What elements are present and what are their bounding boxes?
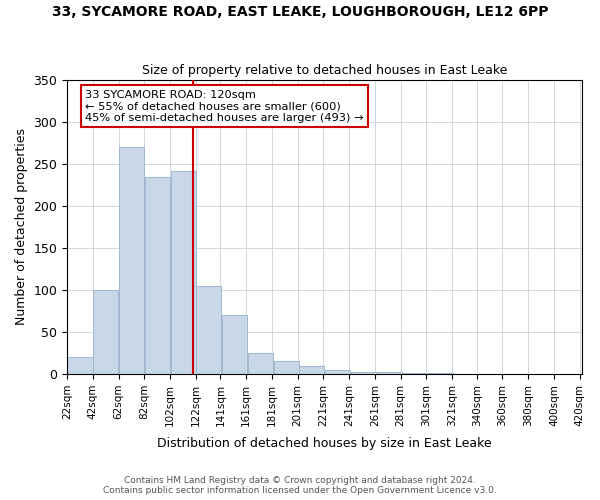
Bar — [119, 147, 144, 374]
Bar — [196, 286, 221, 374]
Bar — [274, 362, 299, 374]
Bar — [377, 372, 401, 374]
Text: Contains HM Land Registry data © Crown copyright and database right 2024.
Contai: Contains HM Land Registry data © Crown c… — [103, 476, 497, 495]
Y-axis label: Number of detached properties: Number of detached properties — [15, 128, 28, 326]
X-axis label: Distribution of detached houses by size in East Leake: Distribution of detached houses by size … — [157, 437, 492, 450]
Bar — [428, 373, 453, 374]
Bar — [145, 177, 170, 374]
Bar — [170, 172, 196, 374]
Text: 33 SYCAMORE ROAD: 120sqm
← 55% of detached houses are smaller (600)
45% of semi-: 33 SYCAMORE ROAD: 120sqm ← 55% of detach… — [85, 90, 364, 123]
Bar — [351, 372, 376, 374]
Bar — [93, 290, 118, 374]
Title: Size of property relative to detached houses in East Leake: Size of property relative to detached ho… — [142, 64, 508, 77]
Bar — [403, 373, 427, 374]
Bar — [222, 315, 247, 374]
Bar — [67, 357, 92, 374]
Bar — [299, 366, 325, 374]
Bar — [325, 370, 350, 374]
Bar — [248, 353, 273, 374]
Text: 33, SYCAMORE ROAD, EAST LEAKE, LOUGHBOROUGH, LE12 6PP: 33, SYCAMORE ROAD, EAST LEAKE, LOUGHBORO… — [52, 5, 548, 19]
